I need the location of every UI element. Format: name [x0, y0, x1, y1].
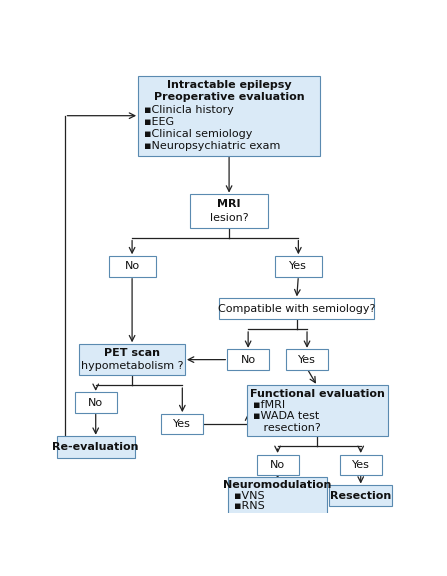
FancyBboxPatch shape	[286, 350, 328, 370]
Text: Neuromodulation: Neuromodulation	[224, 480, 332, 490]
Text: ▪VNS: ▪VNS	[234, 491, 265, 501]
FancyBboxPatch shape	[275, 256, 322, 277]
FancyBboxPatch shape	[79, 344, 185, 376]
Text: ▪Clinicla history: ▪Clinicla history	[144, 104, 234, 115]
Text: PET scan: PET scan	[104, 348, 160, 358]
Text: ▪EEG: ▪EEG	[144, 117, 174, 127]
Text: ▪Clinical semiology: ▪Clinical semiology	[144, 129, 253, 139]
FancyBboxPatch shape	[109, 256, 156, 277]
Text: ▪Neuropsychiatric exam: ▪Neuropsychiatric exam	[144, 142, 281, 151]
Text: Compatible with semiology?: Compatible with semiology?	[218, 304, 375, 313]
Text: Intractable epilepsy: Intractable epilepsy	[167, 80, 291, 90]
FancyBboxPatch shape	[257, 454, 299, 475]
FancyBboxPatch shape	[190, 194, 268, 228]
Text: hypometabolism ?: hypometabolism ?	[81, 361, 183, 371]
FancyBboxPatch shape	[227, 350, 269, 370]
Text: No: No	[88, 397, 103, 408]
FancyBboxPatch shape	[57, 437, 135, 458]
FancyBboxPatch shape	[340, 454, 382, 475]
Text: Preoperative evaluation: Preoperative evaluation	[154, 92, 304, 102]
FancyBboxPatch shape	[219, 298, 374, 319]
Text: No: No	[270, 460, 285, 470]
FancyBboxPatch shape	[161, 414, 203, 434]
FancyBboxPatch shape	[138, 75, 320, 156]
Text: MRI: MRI	[217, 199, 241, 209]
Text: ▪WADA test: ▪WADA test	[253, 411, 320, 421]
Text: ▪RNS: ▪RNS	[234, 501, 265, 511]
Text: Yes: Yes	[298, 355, 316, 365]
Text: lesion?: lesion?	[210, 213, 249, 223]
Text: Functional evaluation: Functional evaluation	[250, 389, 385, 399]
Text: Re-evaluation: Re-evaluation	[52, 442, 139, 452]
Text: ▪fMRI: ▪fMRI	[253, 400, 286, 410]
Text: No: No	[240, 355, 256, 365]
Text: Yes: Yes	[173, 419, 191, 429]
Text: Yes: Yes	[352, 460, 370, 470]
Text: resection?: resection?	[253, 423, 321, 433]
Text: Yes: Yes	[290, 262, 307, 271]
Text: No: No	[125, 262, 139, 271]
FancyBboxPatch shape	[329, 485, 392, 506]
FancyBboxPatch shape	[75, 392, 117, 413]
Text: Resection: Resection	[330, 491, 392, 501]
FancyBboxPatch shape	[228, 477, 327, 514]
FancyBboxPatch shape	[247, 385, 388, 437]
